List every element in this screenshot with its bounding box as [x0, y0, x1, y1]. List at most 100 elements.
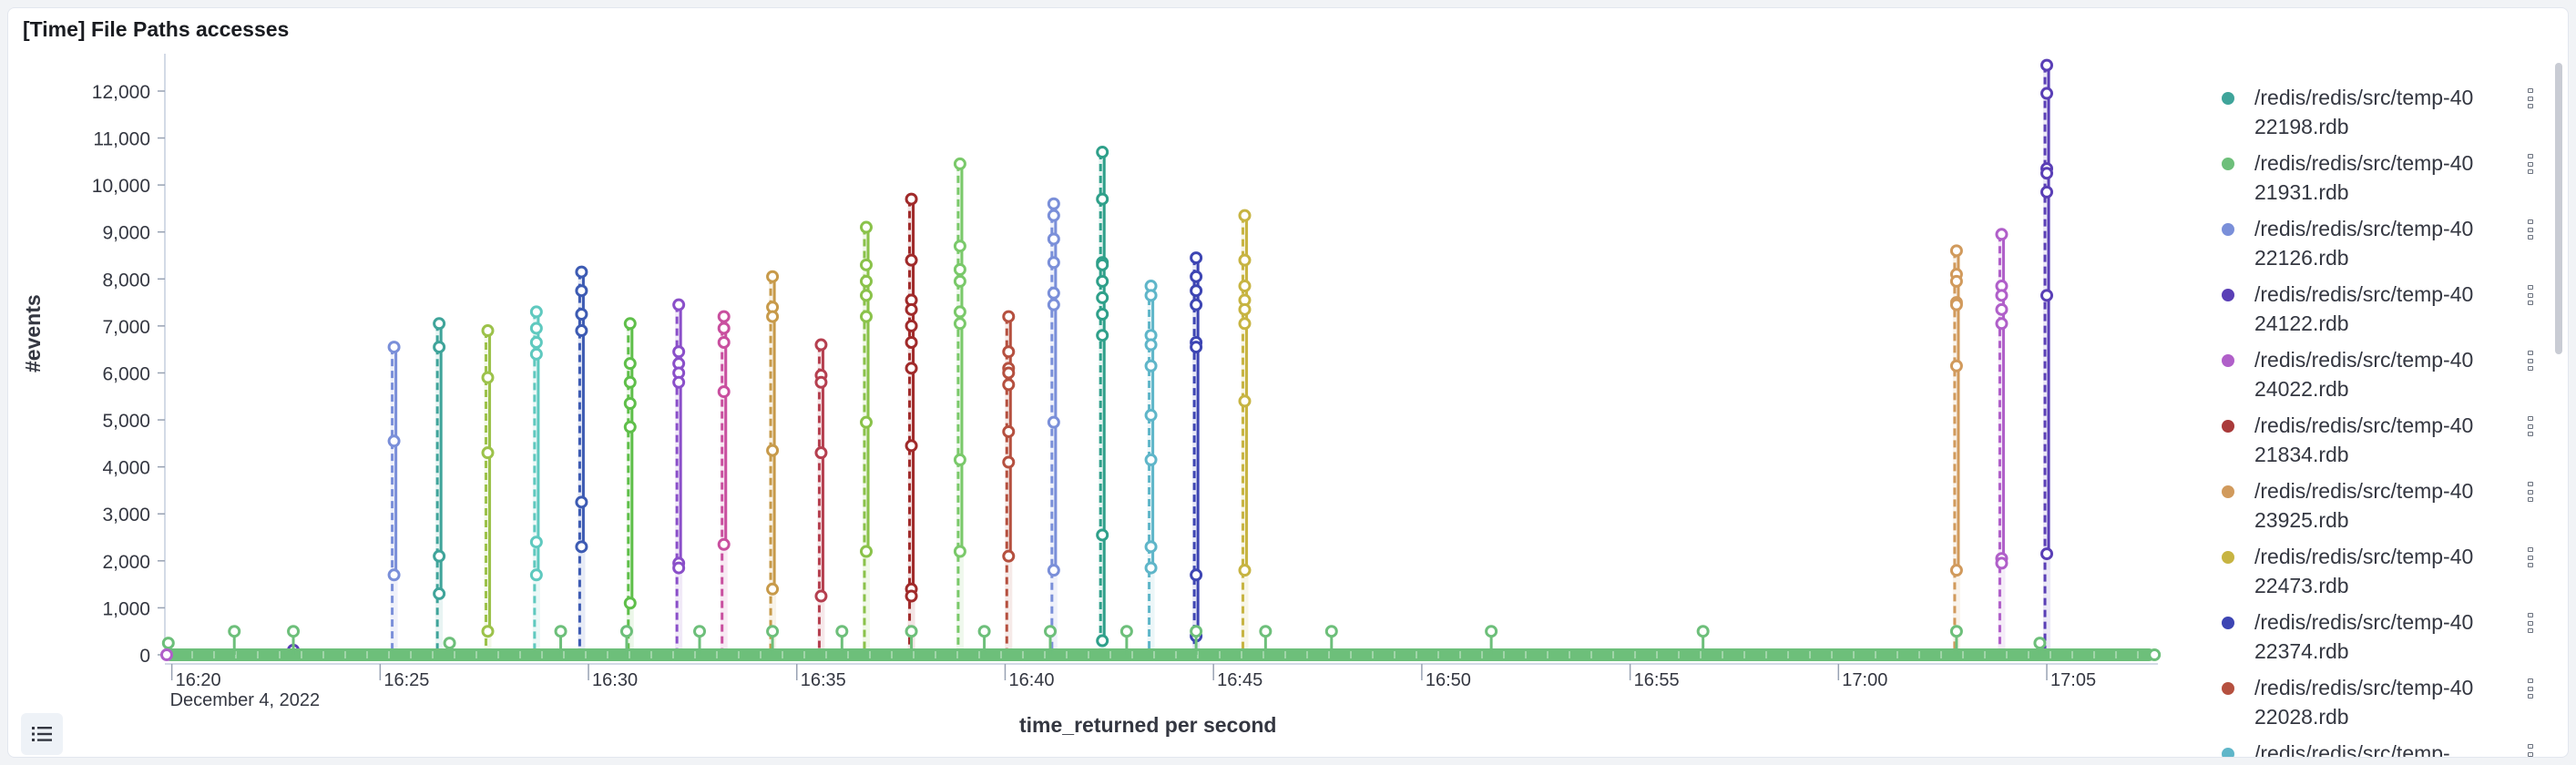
data-point[interactable]	[814, 589, 828, 603]
data-point[interactable]	[575, 540, 588, 554]
data-point[interactable]	[1002, 455, 1016, 469]
data-point[interactable]	[387, 434, 401, 448]
data-point[interactable]	[953, 305, 966, 319]
data-point[interactable]	[529, 568, 543, 582]
data-point[interactable]	[287, 625, 301, 638]
data-point[interactable]	[1949, 564, 1963, 577]
legend-item-menu-icon[interactable]	[2528, 285, 2533, 305]
data-point[interactable]	[2040, 167, 2054, 180]
legend-label[interactable]: /redis/redis/src/temp-4024122.rdb	[2254, 282, 2474, 335]
data-point[interactable]	[1144, 408, 1158, 422]
legend-item[interactable]: /redis/redis/src/temp-4022028.rdb	[2213, 664, 2550, 729]
legend-item-menu-icon[interactable]	[2528, 154, 2533, 174]
data-point[interactable]	[1238, 209, 1252, 222]
data-point[interactable]	[433, 586, 446, 600]
data-point[interactable]	[1995, 228, 2009, 241]
legend-item-menu-icon[interactable]	[2528, 678, 2533, 699]
legend-item[interactable]: /redis/redis/src/temp-4024122.rdb	[2213, 270, 2550, 336]
data-point[interactable]	[481, 625, 495, 638]
legend-label[interactable]: /redis/redis/src/temp-4022473.rdb	[2254, 545, 2474, 597]
data-point[interactable]	[575, 265, 588, 279]
data-point[interactable]	[905, 589, 918, 603]
data-point[interactable]	[717, 310, 731, 323]
data-point[interactable]	[554, 625, 567, 638]
legend-item[interactable]: /redis/redis/src/temp-4022473.rdb	[2213, 533, 2550, 598]
data-point[interactable]	[2148, 648, 2162, 661]
data-point[interactable]	[1238, 394, 1252, 408]
data-point[interactable]	[529, 321, 543, 335]
legend-item[interactable]: /redis/redis/src/temp-4021834.rdb	[2213, 402, 2550, 467]
data-point[interactable]	[693, 625, 707, 638]
data-point[interactable]	[481, 371, 495, 384]
data-point[interactable]	[1190, 270, 1203, 283]
data-point[interactable]	[905, 253, 918, 267]
data-point[interactable]	[814, 338, 828, 352]
data-point[interactable]	[1002, 424, 1016, 438]
data-point[interactable]	[1949, 274, 1963, 288]
data-point[interactable]	[1002, 549, 1016, 563]
data-point[interactable]	[1002, 366, 1016, 380]
data-point[interactable]	[1995, 556, 2009, 570]
data-point[interactable]	[905, 439, 918, 453]
legend-item[interactable]: /redis/redis/src/temp-4021931.rdb	[2213, 139, 2550, 205]
data-point[interactable]	[1238, 280, 1252, 293]
legend-label[interactable]: /redis/redis/src/temp-4022126.rdb	[2254, 217, 2474, 270]
data-point[interactable]	[387, 341, 401, 354]
data-point[interactable]	[1485, 625, 1498, 638]
data-point[interactable]	[623, 357, 637, 371]
data-point[interactable]	[905, 362, 918, 375]
data-point[interactable]	[1190, 251, 1203, 265]
data-point[interactable]	[1096, 329, 1109, 342]
data-point[interactable]	[1949, 359, 1963, 372]
data-point[interactable]	[672, 345, 686, 359]
legend-label[interactable]: /redis/redis/src/temp-4021834.rdb	[2254, 413, 2474, 466]
data-point[interactable]	[1096, 258, 1109, 271]
data-point[interactable]	[672, 561, 686, 575]
data-point[interactable]	[905, 302, 918, 316]
data-point[interactable]	[1949, 244, 1963, 258]
data-point[interactable]	[623, 397, 637, 411]
data-point[interactable]	[1047, 564, 1060, 577]
data-point[interactable]	[859, 258, 873, 271]
legend-item[interactable]: /redis/redis/src/temp-4022198.rdb	[2213, 74, 2550, 139]
data-point[interactable]	[1696, 625, 1710, 638]
data-point[interactable]	[2033, 637, 2047, 650]
legend-item-menu-icon[interactable]	[2528, 416, 2533, 436]
data-point[interactable]	[1096, 274, 1109, 288]
data-point[interactable]	[529, 347, 543, 361]
legend-label[interactable]: /redis/redis/src/temp-4023925.rdb	[2254, 479, 2474, 532]
legend-toggle-button[interactable]	[21, 713, 63, 755]
data-point[interactable]	[1144, 289, 1158, 302]
data-point[interactable]	[623, 420, 637, 434]
data-point[interactable]	[905, 319, 918, 332]
legend-item-menu-icon[interactable]	[2528, 482, 2533, 502]
legend-item-menu-icon[interactable]	[2528, 88, 2533, 108]
data-point[interactable]	[575, 307, 588, 321]
data-point[interactable]	[953, 317, 966, 331]
data-point[interactable]	[1259, 625, 1273, 638]
data-point[interactable]	[433, 317, 446, 331]
data-point[interactable]	[623, 597, 637, 610]
data-point[interactable]	[1002, 310, 1016, 323]
data-point[interactable]	[575, 324, 588, 338]
data-point[interactable]	[717, 537, 731, 551]
data-point[interactable]	[1190, 298, 1203, 311]
data-point[interactable]	[433, 549, 446, 563]
legend-label[interactable]: /redis/redis/src/temp-4024022.rdb	[2254, 348, 2474, 401]
legend-label[interactable]: /redis/redis/src/temp-	[2254, 741, 2450, 758]
data-point[interactable]	[672, 375, 686, 389]
data-point[interactable]	[859, 545, 873, 558]
data-point[interactable]	[2040, 547, 2054, 561]
legend-label[interactable]: /redis/redis/src/temp-4022374.rdb	[2254, 610, 2474, 663]
data-point[interactable]	[953, 157, 966, 170]
legend-item[interactable]: /redis/redis/src/temp-4023925.rdb	[2213, 467, 2550, 533]
data-point[interactable]	[1238, 564, 1252, 577]
data-point[interactable]	[766, 625, 780, 638]
data-point[interactable]	[859, 220, 873, 234]
data-point[interactable]	[953, 274, 966, 288]
legend-item-menu-icon[interactable]	[2528, 744, 2533, 757]
data-point[interactable]	[2040, 289, 2054, 302]
data-point[interactable]	[1949, 625, 1963, 638]
legend-item[interactable]: /redis/redis/src/temp-4024022.rdb	[2213, 336, 2550, 402]
data-point[interactable]	[717, 321, 731, 335]
